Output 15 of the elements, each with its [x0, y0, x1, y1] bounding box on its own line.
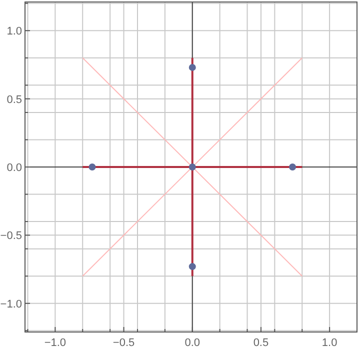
- point: [188, 64, 196, 71]
- x-tick-label: −0.5: [112, 337, 135, 349]
- point: [188, 164, 196, 170]
- point: [289, 164, 296, 170]
- x-tick-label: −1.0: [44, 337, 66, 349]
- y-tick-label: −1.0: [0, 298, 22, 310]
- y-tick-label: −0.5: [0, 230, 22, 242]
- x-tick-label: 1.0: [322, 337, 338, 349]
- y-tick-label: 0.0: [6, 162, 22, 174]
- x-tick-label: 0.5: [253, 337, 269, 349]
- y-tick-label: 0.5: [6, 94, 22, 106]
- point: [188, 263, 196, 270]
- point: [88, 164, 96, 170]
- x-tick-label: 0.0: [184, 337, 200, 349]
- y-tick-label: 1.0: [6, 26, 22, 38]
